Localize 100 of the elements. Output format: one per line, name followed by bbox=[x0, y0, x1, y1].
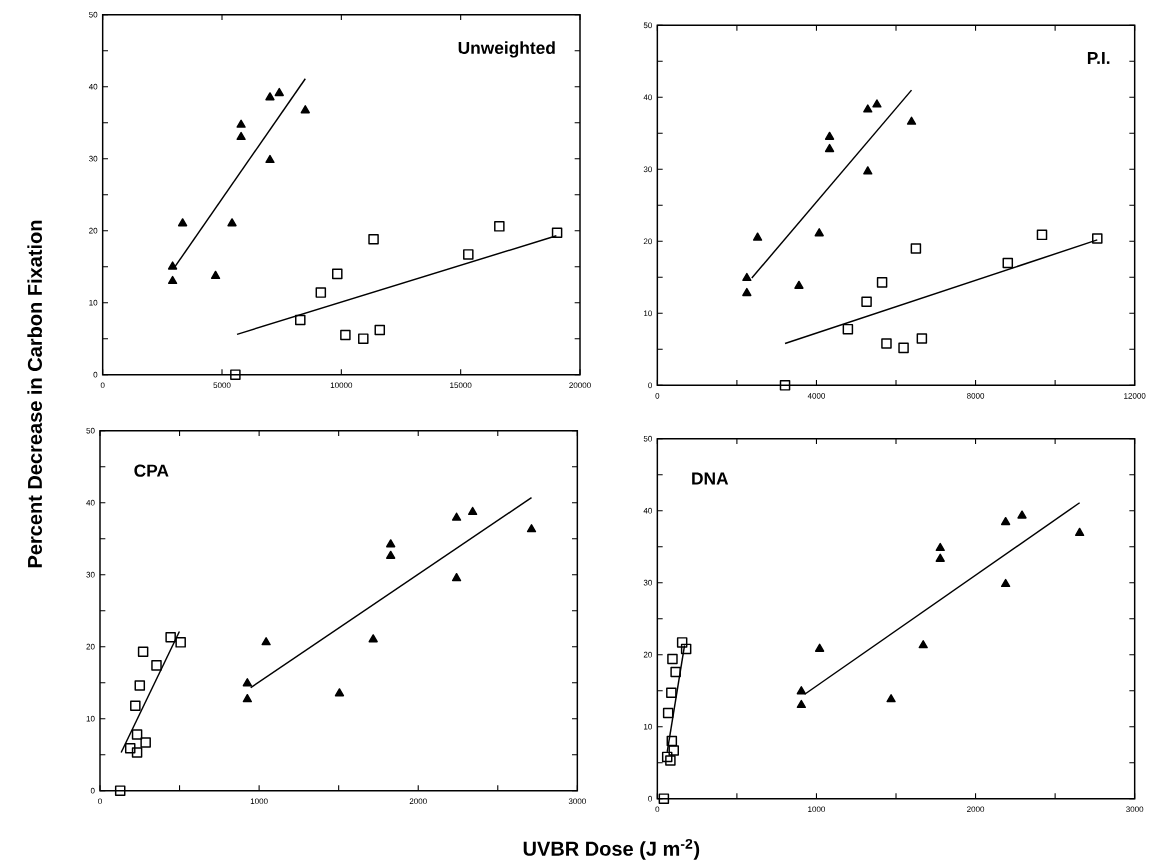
point bbox=[1092, 233, 1103, 244]
point bbox=[918, 640, 928, 649]
point bbox=[167, 261, 178, 270]
point bbox=[824, 143, 835, 153]
point bbox=[295, 314, 306, 326]
point bbox=[1017, 510, 1027, 519]
point bbox=[114, 785, 126, 796]
point bbox=[227, 218, 237, 227]
x-tick-label: 1000 bbox=[250, 798, 268, 805]
point bbox=[1000, 578, 1011, 588]
y-tick-label: 30 bbox=[643, 579, 652, 586]
point bbox=[131, 747, 143, 758]
point bbox=[680, 643, 692, 655]
point bbox=[526, 524, 537, 533]
point bbox=[666, 735, 678, 747]
y-tick-label: 40 bbox=[86, 499, 95, 506]
text: P.I. bbox=[1087, 51, 1110, 64]
point bbox=[668, 745, 679, 756]
y-tick-label: 20 bbox=[89, 227, 98, 234]
point bbox=[881, 338, 892, 349]
point bbox=[130, 700, 141, 711]
point bbox=[1036, 229, 1048, 241]
point bbox=[872, 99, 882, 108]
y-tick-label: 20 bbox=[86, 643, 95, 650]
point bbox=[467, 506, 478, 516]
point bbox=[242, 678, 253, 687]
y-tick-label: 50 bbox=[86, 427, 95, 434]
point bbox=[752, 232, 763, 241]
point bbox=[670, 666, 681, 678]
point bbox=[236, 131, 246, 141]
x-tick-label: 10000 bbox=[330, 382, 353, 389]
text: CPA bbox=[134, 464, 169, 477]
x-axis-title: UVBR Dose (J m$^{-2}$) bbox=[523, 838, 700, 860]
point bbox=[451, 512, 462, 521]
point bbox=[935, 542, 945, 552]
point bbox=[265, 92, 275, 101]
point bbox=[210, 270, 221, 280]
point bbox=[796, 686, 806, 695]
y-tick-label: 20 bbox=[643, 651, 652, 658]
x-tick-label: 0 bbox=[655, 393, 660, 399]
point bbox=[676, 637, 688, 648]
point bbox=[1002, 257, 1014, 269]
point bbox=[842, 323, 854, 335]
point bbox=[165, 632, 176, 643]
point bbox=[863, 166, 873, 175]
point bbox=[175, 637, 186, 648]
point bbox=[886, 694, 896, 703]
point bbox=[332, 268, 343, 280]
point bbox=[1000, 516, 1011, 526]
y-tick-label: 0 bbox=[93, 371, 98, 378]
y-tick-label: 40 bbox=[88, 83, 98, 90]
y-tick-label: 20 bbox=[643, 238, 652, 245]
point bbox=[935, 553, 945, 562]
point bbox=[265, 154, 275, 164]
y-tick-label: 30 bbox=[89, 155, 98, 162]
point bbox=[814, 643, 825, 652]
point bbox=[340, 329, 351, 341]
x-tick-label: 12000 bbox=[1124, 393, 1146, 399]
x-tick-label: 1000 bbox=[808, 806, 826, 813]
point bbox=[300, 105, 310, 114]
point bbox=[1074, 527, 1085, 536]
x-tick-label: 20000 bbox=[569, 382, 591, 389]
point bbox=[916, 333, 928, 344]
point bbox=[463, 249, 474, 260]
y-tick-label: 30 bbox=[643, 166, 652, 173]
point bbox=[861, 296, 872, 308]
point bbox=[796, 699, 806, 709]
y-tick-label: 10 bbox=[86, 715, 95, 722]
point bbox=[667, 653, 678, 665]
point bbox=[334, 688, 345, 697]
point bbox=[274, 87, 284, 97]
point bbox=[910, 243, 922, 254]
point bbox=[666, 687, 677, 699]
y-tick-label: 10 bbox=[89, 299, 98, 306]
x-tick-label: 0 bbox=[100, 382, 105, 389]
x-tick-label: 5000 bbox=[213, 382, 231, 389]
point bbox=[151, 660, 162, 671]
point bbox=[230, 369, 241, 380]
point bbox=[824, 131, 835, 140]
point bbox=[131, 729, 143, 740]
point bbox=[794, 280, 804, 289]
point bbox=[898, 342, 909, 354]
y-tick-label: 10 bbox=[644, 723, 652, 730]
y-tick-label: 0 bbox=[90, 787, 95, 794]
point bbox=[658, 793, 670, 804]
x-tick-label: 15000 bbox=[450, 382, 472, 389]
y-tick-label: 40 bbox=[643, 507, 652, 514]
y-tick-label: 10 bbox=[644, 310, 652, 317]
point bbox=[261, 637, 271, 646]
point bbox=[374, 324, 386, 336]
y-tick-label: 50 bbox=[89, 11, 98, 18]
point bbox=[551, 227, 563, 239]
point bbox=[140, 737, 151, 748]
x-tick-label: 8000 bbox=[967, 393, 985, 399]
point bbox=[451, 573, 462, 582]
point bbox=[242, 693, 253, 703]
point bbox=[315, 287, 327, 298]
point bbox=[134, 680, 146, 691]
point bbox=[662, 707, 674, 719]
x-tick-label: 3000 bbox=[1126, 806, 1144, 813]
